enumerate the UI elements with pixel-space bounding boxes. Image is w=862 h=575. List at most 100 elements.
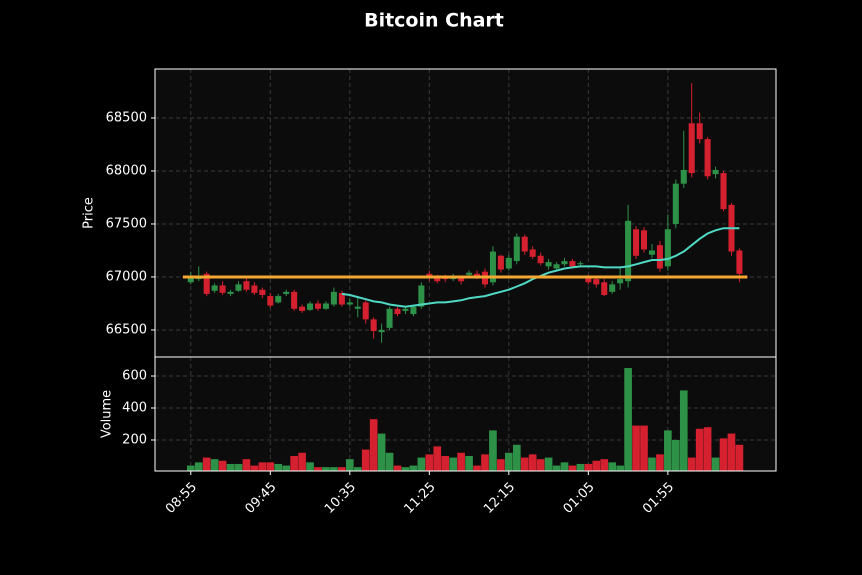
candle-body	[434, 278, 441, 282]
volume-bar	[226, 463, 235, 471]
volume-bar	[314, 467, 322, 471]
candle-body	[672, 183, 679, 224]
candle-body	[625, 220, 632, 282]
volume-bar	[338, 467, 346, 471]
volume-bar	[274, 463, 283, 471]
candle-body	[362, 302, 369, 320]
volume-bar	[687, 457, 696, 471]
volume-bar	[425, 454, 434, 471]
candle-body	[386, 308, 393, 328]
volume-bar	[489, 430, 497, 471]
volume-bar	[512, 444, 521, 471]
volume-bar	[616, 465, 624, 471]
candle-body	[505, 257, 512, 269]
volume-bar	[449, 457, 457, 471]
volume-bar	[234, 463, 243, 471]
candle-body	[418, 285, 425, 307]
candle-body	[458, 278, 465, 282]
volume-bar	[218, 460, 227, 471]
candle-body	[259, 289, 266, 295]
volume-bar	[258, 462, 267, 471]
volume-bar	[584, 463, 593, 471]
candle-body	[648, 250, 655, 255]
y2-axis-label: Volume	[100, 390, 115, 438]
candle-body	[521, 236, 528, 252]
candle-body	[203, 273, 210, 294]
volume-bar	[290, 455, 298, 471]
candle-body	[410, 306, 417, 315]
volume-bar	[536, 459, 545, 471]
candle-body	[354, 306, 361, 309]
volume-bar	[552, 465, 561, 471]
volume-bar	[210, 459, 219, 471]
volume-bar	[266, 462, 275, 471]
volume-bar	[194, 462, 203, 471]
volume-bar	[719, 438, 728, 471]
volume-bar	[481, 454, 489, 471]
volume-bar	[298, 452, 306, 471]
candle-body	[577, 263, 584, 265]
volume-bar	[664, 430, 672, 471]
volume-bar	[409, 465, 418, 471]
candle-body	[545, 262, 552, 267]
candle-body	[402, 308, 409, 311]
candle-body	[569, 261, 576, 267]
candle-body	[609, 284, 616, 292]
volume-bar	[624, 368, 632, 471]
volume-bar	[473, 465, 481, 471]
candle-body	[235, 284, 242, 291]
candle-body	[561, 261, 568, 265]
volume-bar	[592, 460, 601, 471]
volume-bar	[282, 465, 291, 471]
volume-bar	[656, 454, 664, 471]
candle-body	[330, 291, 337, 305]
volume-bar	[528, 454, 537, 471]
candle-body	[617, 279, 624, 284]
volume-bar	[250, 465, 259, 471]
volume-bar	[568, 465, 577, 471]
candle-body	[680, 169, 687, 184]
volume-bar	[640, 425, 648, 471]
candle-body	[633, 229, 640, 256]
candle-body	[489, 251, 496, 283]
volume-bar	[330, 467, 338, 471]
volume-bar	[520, 457, 529, 471]
candle-body	[322, 303, 329, 309]
candle-body	[696, 123, 703, 140]
volume-bar	[202, 457, 211, 471]
candle-body	[640, 230, 648, 250]
candle-body	[704, 139, 711, 177]
volume-bar	[608, 462, 617, 471]
volume-bar	[497, 459, 505, 471]
volume-bar	[353, 467, 362, 471]
candle-body	[211, 285, 218, 291]
volume-bar	[306, 462, 314, 471]
y-axis-label: Price	[82, 197, 97, 229]
candle-body	[275, 296, 282, 303]
candle-body	[553, 264, 560, 269]
volume-bar	[735, 444, 744, 471]
candle-body	[474, 273, 481, 277]
volume-bar	[695, 428, 704, 471]
candle-body	[370, 319, 377, 332]
candle-body	[307, 303, 314, 310]
volume-bar	[322, 467, 330, 471]
volume-bar	[648, 457, 656, 471]
volume-bar	[457, 452, 465, 471]
candle-body	[601, 282, 608, 295]
y2-tick-label: 400	[122, 401, 147, 416]
volume-bar	[711, 457, 720, 471]
volume-bar	[186, 465, 195, 471]
y-tick-label: 67500	[106, 216, 147, 231]
candle-body	[346, 302, 353, 305]
candle-body	[267, 296, 274, 306]
candle-body	[585, 276, 592, 283]
volume-bar	[385, 452, 394, 471]
volume-bar	[441, 455, 450, 471]
volume-bar	[393, 465, 402, 471]
volume-bar	[703, 427, 712, 471]
chart-title: Bitcoin Chart	[364, 10, 504, 32]
price-panel	[155, 69, 776, 357]
volume-bar	[361, 449, 370, 471]
